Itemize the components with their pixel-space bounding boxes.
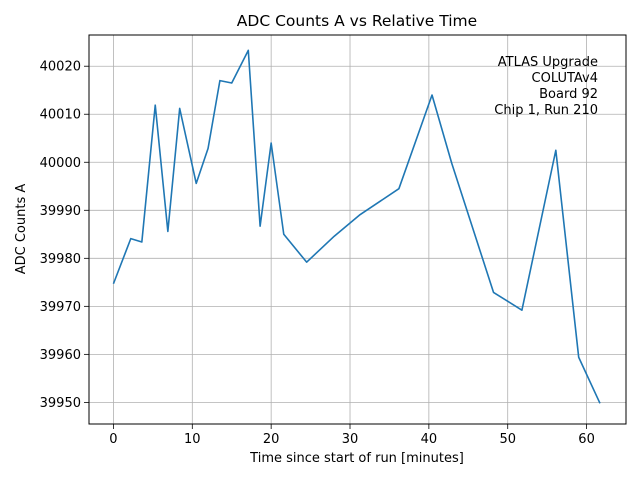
x-tick-label: 60 — [578, 432, 595, 447]
data-point — [231, 83, 232, 84]
data-point — [271, 143, 272, 144]
x-tick-label: 0 — [109, 432, 117, 447]
data-point — [196, 183, 197, 184]
y-tick-label: 40000 — [40, 156, 81, 171]
x-tick-label: 20 — [263, 432, 280, 447]
chart-title: ADC Counts A vs Relative Time — [237, 12, 477, 30]
series-line — [112, 49, 601, 404]
data-point — [113, 283, 114, 284]
data-point — [219, 80, 220, 81]
data-point — [578, 357, 579, 358]
data-point — [359, 215, 360, 216]
data-line-layer — [112, 49, 601, 404]
data-point — [179, 108, 180, 109]
y-tick-label: 39990 — [40, 204, 81, 219]
annotation-line-1: ATLAS Upgrade — [498, 55, 598, 70]
grid-lines — [89, 35, 626, 424]
y-tick-label: 40010 — [40, 108, 81, 123]
data-point — [155, 105, 156, 106]
data-point — [306, 262, 307, 263]
x-tick-label: 30 — [342, 432, 359, 447]
x-tick-label: 50 — [499, 432, 516, 447]
annotation-block: ATLAS Upgrade COLUTAv4 Board 92 Chip 1, … — [494, 55, 598, 118]
data-point — [493, 292, 494, 293]
data-point — [248, 50, 249, 51]
data-point — [334, 236, 335, 237]
data-point — [451, 163, 452, 164]
data-point — [167, 231, 168, 232]
data-point — [283, 234, 284, 235]
y-tick-label: 39950 — [40, 396, 81, 411]
data-point — [208, 148, 209, 149]
y-tick-label: 39970 — [40, 300, 81, 315]
data-point — [260, 226, 261, 227]
annotation-line-4: Chip 1, Run 210 — [494, 103, 598, 118]
y-tick-label: 40020 — [40, 60, 81, 75]
data-point — [521, 310, 522, 311]
x-tick-label: 10 — [184, 432, 201, 447]
annotation-line-2: COLUTAv4 — [532, 71, 598, 86]
data-point — [141, 241, 142, 242]
y-tick-label: 39980 — [40, 252, 81, 267]
data-point — [599, 403, 600, 404]
annotation-line-3: Board 92 — [539, 87, 598, 102]
x-axis-title: Time since start of run [minutes] — [249, 451, 464, 466]
data-point — [555, 150, 556, 151]
data-point — [432, 95, 433, 96]
y-tick-label: 39960 — [40, 348, 81, 363]
data-point — [398, 188, 399, 189]
axis-ticks: 0 10 20 30 40 50 60 39950 39960 39970 39980 39990 40… — [40, 60, 595, 447]
plot-frame — [88, 34, 627, 425]
y-axis-title: ADC Counts A — [14, 184, 29, 275]
data-point — [130, 238, 131, 239]
x-tick-label: 40 — [421, 432, 438, 447]
